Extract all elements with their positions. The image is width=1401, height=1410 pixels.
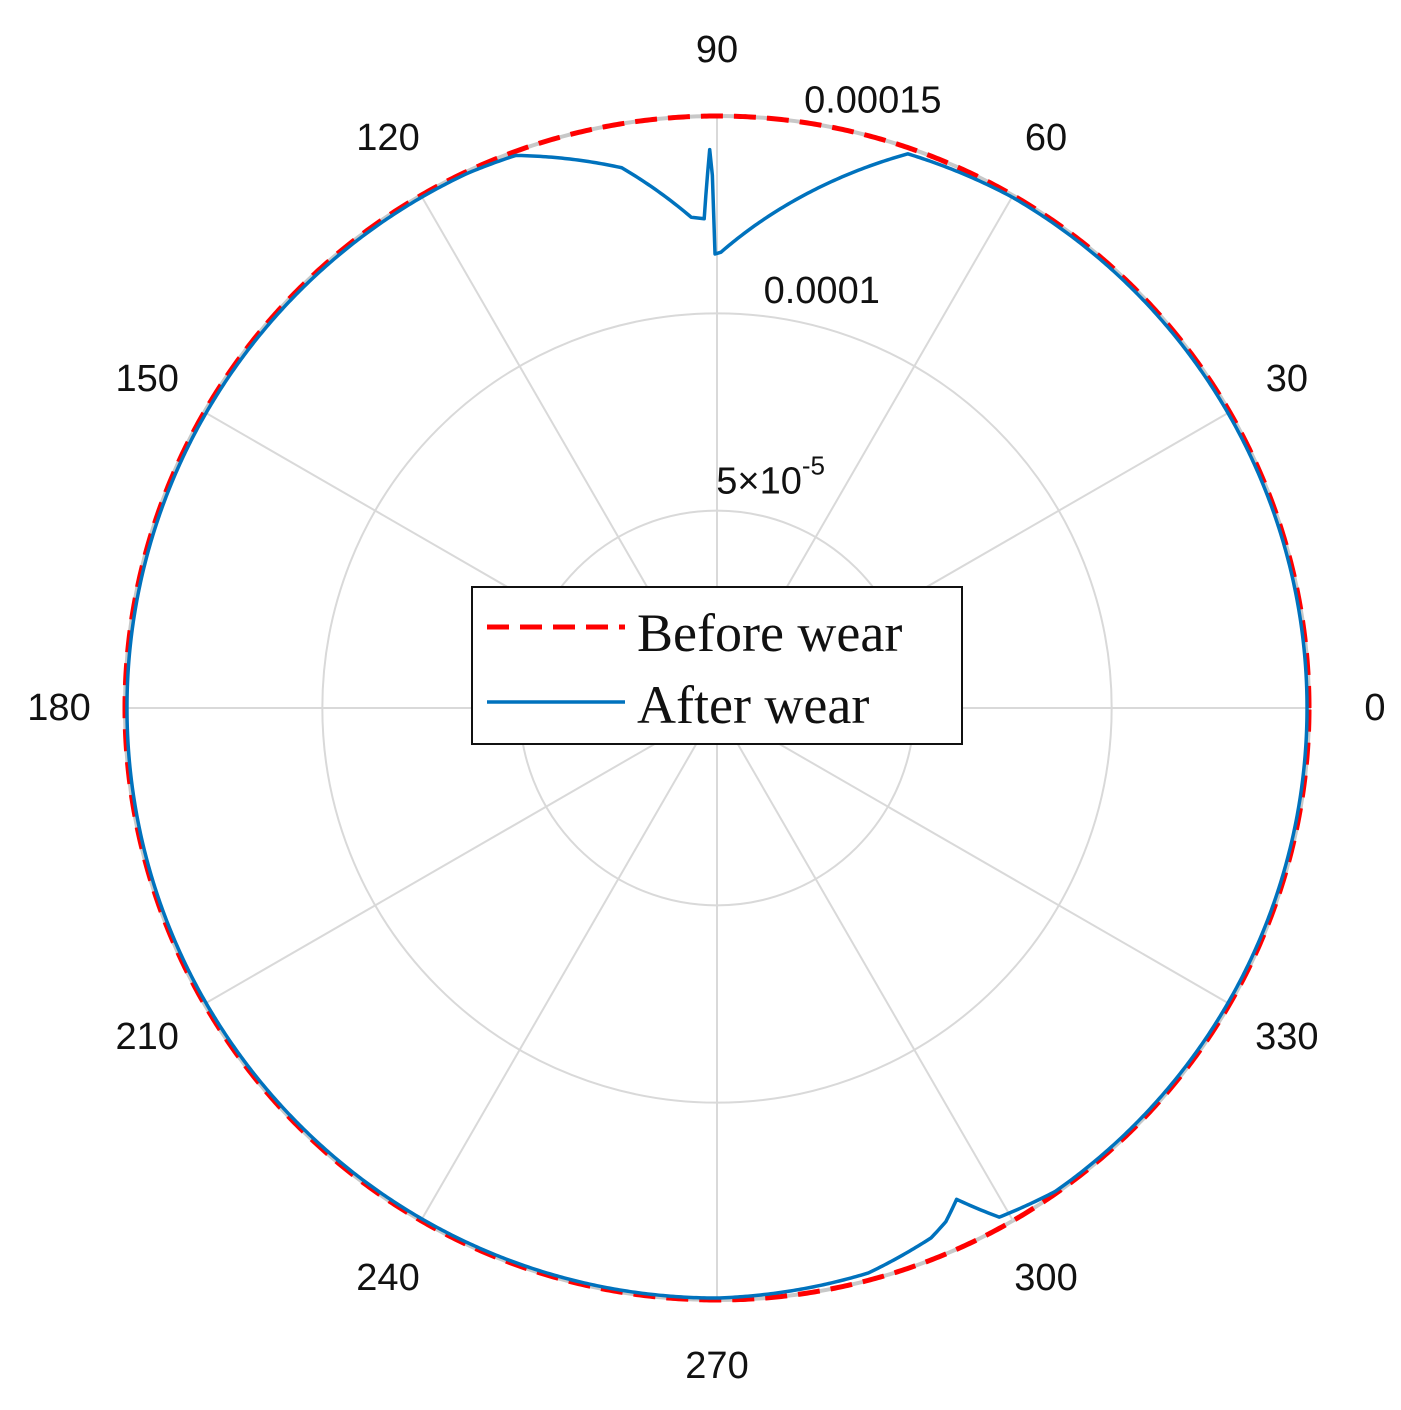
grid-spoke xyxy=(203,707,718,1005)
legend-label-after-wear: After wear xyxy=(637,675,869,735)
theta-tick-label: 330 xyxy=(1255,1016,1318,1058)
grid-spoke xyxy=(716,707,1231,1005)
r-tick-label: 5×10-5 xyxy=(716,451,825,503)
theta-tick-label: 0 xyxy=(1364,687,1385,729)
grid-spoke xyxy=(420,707,718,1222)
grid-spoke xyxy=(716,707,1014,1222)
theta-tick-label: 210 xyxy=(115,1016,178,1058)
theta-tick-label: 150 xyxy=(115,358,178,400)
theta-tick-label: 120 xyxy=(356,117,419,159)
r-tick-label: 0.00015 xyxy=(804,80,941,122)
series-line-after-wear xyxy=(125,147,1309,1300)
theta-tick-label: 270 xyxy=(685,1345,748,1387)
series-line-before-wear xyxy=(122,113,1312,1303)
theta-tick-label: 90 xyxy=(696,29,738,71)
tick-labels: 0 30 60 90 120 150 180 210 240 270 300 330 5×10-5 0.0… xyxy=(27,29,1385,1387)
theta-tick-label: 30 xyxy=(1266,358,1308,400)
legend-box xyxy=(471,586,963,745)
legend-label-before-wear: Before wear xyxy=(637,603,902,663)
theta-tick-label: 180 xyxy=(27,687,90,729)
theta-tick-label: 300 xyxy=(1014,1257,1077,1299)
legend: Before wear After wear xyxy=(471,586,963,745)
r-tick-label: 0.0001 xyxy=(764,270,880,312)
theta-tick-label: 240 xyxy=(356,1257,419,1299)
plot-series xyxy=(122,113,1312,1303)
theta-tick-label: 60 xyxy=(1025,117,1067,159)
